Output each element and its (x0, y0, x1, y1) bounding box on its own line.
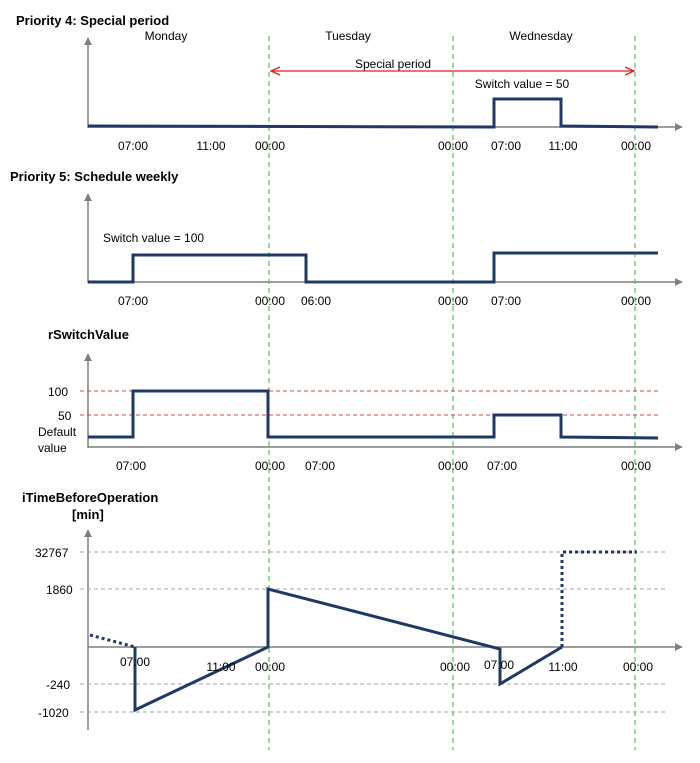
priority4-switch-label: Switch value = 50 (475, 77, 570, 91)
priority5-signal (88, 251, 658, 284)
itime-dotted-end (560, 550, 637, 647)
tick-label: 07:00 (491, 294, 521, 308)
tick-label: 00:00 (255, 294, 285, 308)
tick-label: 00:00 (440, 660, 470, 674)
day-label-monday: Monday (145, 29, 188, 43)
tick-label: 07:00 (487, 459, 517, 473)
y-label-50: 50 (58, 409, 72, 423)
itime-panel: iTimeBeforeOperation [min] 32767 1860 -2… (22, 490, 683, 730)
priority4-title: Priority 4: Special period (16, 13, 169, 28)
priority5-switch-label: Switch value = 100 (103, 231, 204, 245)
tick-label: 06:00 (301, 294, 331, 308)
y-label-100: 100 (48, 385, 68, 399)
rswitch-title: rSwitchValue (48, 327, 129, 342)
tick-label: 11:00 (206, 660, 235, 674)
y-label-minus1020: -1020 (38, 706, 69, 720)
rswitch-panel: rSwitchValue 100 50 Default value 07:00 … (38, 327, 683, 473)
tick-label: 07:00 (491, 139, 521, 153)
y-label-value: value (38, 441, 67, 455)
tick-label: 07:00 (120, 655, 150, 669)
tick-label: 11:00 (196, 139, 225, 153)
priority4-time-ticks: 07:00 11:00 00:00 00:00 07:00 11:00 00:0… (118, 139, 651, 153)
tick-label: 00:00 (255, 139, 285, 153)
y-label-32767: 32767 (35, 546, 69, 560)
tick-label: 00:00 (621, 294, 651, 308)
y-label-default: Default (38, 425, 77, 439)
tick-label: 07:00 (118, 294, 148, 308)
priority5-panel: Priority 5: Schedule weekly Switch value… (10, 169, 683, 308)
tick-label: 00:00 (623, 660, 653, 674)
itime-time-ticks: 07:00 11:00 00:00 00:00 07:00 11:00 00:0… (120, 655, 653, 674)
tick-label: 07:00 (484, 658, 514, 672)
tick-label: 00:00 (621, 139, 651, 153)
rswitch-signal (88, 389, 659, 440)
itime-title: iTimeBeforeOperation (22, 490, 158, 505)
day-label-wednesday: Wednesday (509, 29, 572, 43)
tick-label: 11:00 (548, 139, 577, 153)
tick-label: 07:00 (116, 459, 146, 473)
y-label-minus240: -240 (46, 678, 70, 692)
special-period-label: Special period (355, 57, 431, 71)
tick-label: 00:00 (255, 459, 285, 473)
y-label-1860: 1860 (46, 583, 73, 597)
tick-label: 00:00 (255, 660, 285, 674)
tick-label: 00:00 (438, 459, 468, 473)
itime-dotted-start (89, 633, 136, 649)
day-label-tuesday: Tuesday (325, 29, 371, 43)
priority4-signal (87, 97, 659, 129)
rswitch-time-ticks: 07:00 00:00 07:00 00:00 07:00 00:00 (116, 459, 651, 473)
priority5-title: Priority 5: Schedule weekly (10, 169, 179, 184)
tick-label: 07:00 (118, 139, 148, 153)
tick-label: 11:00 (548, 660, 577, 674)
tick-label: 07:00 (305, 459, 335, 473)
itime-unit: [min] (72, 507, 104, 522)
itime-signal (133, 587, 563, 713)
itime-guide-lines (80, 551, 666, 713)
priority5-time-ticks: 07:00 00:00 06:00 00:00 07:00 00:00 (118, 294, 651, 308)
tick-label: 00:00 (438, 139, 468, 153)
priority4-panel: Priority 4: Special period Monday Tuesda… (16, 13, 683, 153)
tick-label: 00:00 (438, 294, 468, 308)
tick-label: 00:00 (621, 459, 651, 473)
